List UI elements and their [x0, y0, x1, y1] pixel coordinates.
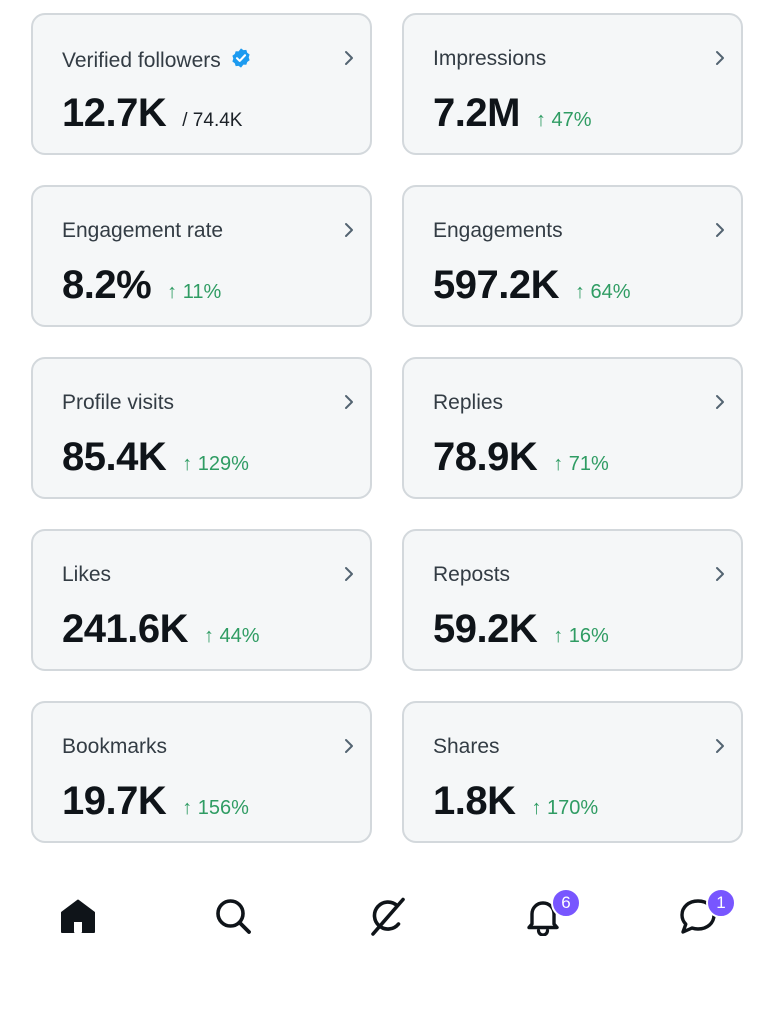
bell-icon [527, 901, 559, 936]
metric-card-likes[interactable]: Likes 241.6K ↑ 44% [31, 529, 372, 671]
notification-badge: 6 [551, 888, 581, 918]
metric-label: Engagements [433, 219, 563, 242]
metric-label: Impressions [433, 47, 547, 70]
chevron-right-icon [345, 567, 353, 581]
metric-value: 78.9K [433, 435, 538, 479]
metric-value-row: 59.2K ↑ 16% [433, 607, 609, 652]
chevron-right-icon [345, 739, 353, 753]
chevron-right-icon [716, 395, 724, 409]
chevron-right-icon [716, 739, 724, 753]
metric-delta: ↑ 129% [182, 453, 249, 475]
metric-label: Engagement rate [62, 219, 224, 242]
metric-delta: ↑ 170% [531, 797, 599, 819]
bottom-tab-bar: 6 1 [0, 880, 774, 960]
metric-delta: ↑ 11% [167, 281, 222, 303]
metric-value-row: 597.2K ↑ 64% [433, 263, 631, 308]
metric-value: 7.2M [433, 91, 520, 135]
metric-label: Reposts [433, 563, 511, 586]
chevron-right-icon [345, 395, 353, 409]
metric-delta: ↑ 47% [535, 109, 592, 131]
metric-value-row: 1.8K ↑ 170% [433, 779, 598, 824]
metric-label: Verified followers [62, 49, 221, 72]
metric-value: 241.6K [62, 607, 188, 651]
metric-value: 59.2K [433, 607, 538, 651]
metric-value-row: 7.2M ↑ 47% [433, 91, 592, 136]
search-icon [216, 899, 251, 934]
metric-label: Profile visits [62, 391, 175, 414]
metric-value: 12.7K [62, 91, 167, 135]
metric-card-bookmarks[interactable]: Bookmarks 19.7K ↑ 156% [31, 701, 372, 843]
tab-grok[interactable] [358, 880, 418, 960]
metric-label: Shares [433, 735, 500, 758]
metric-value-row: 241.6K ↑ 44% [62, 607, 260, 652]
metric-value: 8.2% [62, 263, 152, 307]
chevron-right-icon [716, 567, 724, 581]
metric-value: 1.8K [433, 779, 516, 823]
metric-value-row: 78.9K ↑ 71% [433, 435, 609, 480]
metric-delta: ↑ 71% [553, 453, 609, 475]
metric-total: / 74.4K [182, 110, 243, 131]
home-icon [61, 899, 95, 933]
metric-delta: ↑ 16% [553, 625, 609, 647]
metric-card-verified-followers[interactable]: Verified followers 12.7K / 74.4K [31, 13, 372, 155]
metric-card-reposts[interactable]: Reposts 59.2K ↑ 16% [402, 529, 743, 671]
metric-value: 19.7K [62, 779, 167, 823]
metric-delta: ↑ 156% [182, 797, 249, 819]
metric-card-profile-visits[interactable]: Profile visits 85.4K ↑ 129% [31, 357, 372, 499]
chevron-right-icon [345, 223, 353, 237]
tab-notifications[interactable]: 6 [513, 880, 581, 960]
tab-home[interactable] [48, 880, 108, 960]
metric-label: Likes [62, 563, 112, 586]
grok-icon [371, 897, 405, 936]
metric-label: Replies [433, 391, 504, 414]
metric-card-replies[interactable]: Replies 78.9K ↑ 71% [402, 357, 743, 499]
metric-card-shares[interactable]: Shares 1.8K ↑ 170% [402, 701, 743, 843]
verified-badge-icon [230, 47, 252, 75]
metric-card-engagements[interactable]: Engagements 597.2K ↑ 64% [402, 185, 743, 327]
metric-card-engagement-rate[interactable]: Engagement rate 8.2% ↑ 11% [31, 185, 372, 327]
chevron-right-icon [716, 223, 724, 237]
metric-card-impressions[interactable]: Impressions 7.2M ↑ 47% [402, 13, 743, 155]
metric-value: 597.2K [433, 263, 559, 307]
metric-value-row: 85.4K ↑ 129% [62, 435, 249, 480]
metric-delta: ↑ 44% [203, 625, 260, 647]
chevron-right-icon [345, 51, 353, 65]
message-badge: 1 [706, 888, 736, 918]
metric-label: Bookmarks [62, 735, 168, 758]
metric-value: 85.4K [62, 435, 167, 479]
metrics-grid: Verified followers 12.7K / 74.4K Impress… [31, 13, 743, 843]
chevron-right-icon [716, 51, 724, 65]
metric-value-row: 8.2% ↑ 11% [62, 263, 221, 308]
metric-value-row: 19.7K ↑ 156% [62, 779, 249, 824]
tab-search[interactable] [203, 880, 263, 960]
metric-label-row: Verified followers [62, 47, 252, 75]
metric-value-row: 12.7K / 74.4K [62, 91, 242, 136]
metric-delta: ↑ 64% [574, 281, 631, 303]
tab-messages[interactable]: 1 [668, 880, 736, 960]
